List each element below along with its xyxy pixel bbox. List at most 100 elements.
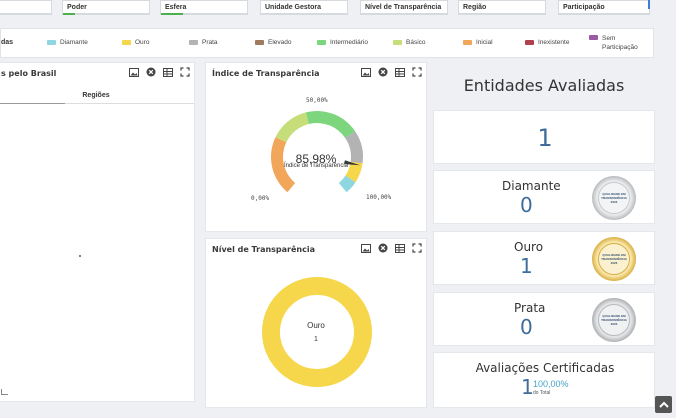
filter-nivel-transparencia[interactable]: Nível de Transparência: [360, 0, 448, 15]
filter-poder-label: Poder: [67, 4, 87, 11]
level-panel: Nível de Transparência Ouro 1: [205, 238, 427, 408]
card-certificadas-label: Avaliações Certificadas: [475, 361, 615, 375]
gauge-band-4: [345, 161, 363, 183]
gauge-needle: [344, 160, 361, 166]
card-diamante-value: 0: [520, 193, 533, 217]
filter-poder[interactable]: Poder: [62, 0, 150, 15]
card-ouro: Ouro 1 QUALIDADE EM TRANSPARÊNCIA 2023: [433, 231, 655, 285]
chevron-up-icon: [658, 401, 669, 408]
active-tab-indicator: [0, 103, 65, 104]
medal-text: QUALIDADE EM TRANSPARÊNCIA: [601, 314, 627, 322]
gauge-tick-max: 100,00%: [366, 194, 392, 201]
legend: das Diamante Ouro Prata Elevado Intermed…: [0, 28, 654, 58]
medal-silver-icon: QUALIDADE EM TRANSPARÊNCIA 2023: [592, 176, 636, 220]
entities-total-card: 1: [433, 110, 655, 164]
image-icon[interactable]: [361, 67, 371, 77]
legend-swatch: [317, 40, 326, 45]
level-donut-chart: [262, 277, 372, 387]
legend-item-diamante: Diamante: [47, 39, 88, 46]
legend-swatch: [463, 40, 472, 45]
gauge-panel-title: Índice de Transparência: [212, 69, 320, 78]
legend-item-basico: Básico: [393, 39, 426, 46]
card-ouro-value: 1: [520, 254, 533, 278]
legend-item-inexistente: Inexistente: [525, 39, 569, 46]
medal-year: 2023: [610, 322, 618, 326]
scroll-top-button[interactable]: [655, 396, 672, 413]
medal-text: QUALIDADE EM TRANSPARÊNCIA: [601, 253, 627, 261]
card-certificadas-percent: 100,00%: [533, 379, 569, 389]
table-icon[interactable]: [395, 67, 405, 77]
legend-swatch: [255, 40, 264, 45]
filter-bar: Poder Esfera Unidade Gestora Nível de Tr…: [0, 0, 676, 18]
filter-regiao[interactable]: Região: [458, 0, 546, 15]
filter-participacao[interactable]: Participação: [558, 0, 650, 15]
legend-swatch: [122, 40, 131, 45]
map-panel-title: s pelo Brasil: [1, 69, 57, 78]
close-icon[interactable]: [146, 67, 156, 77]
medal-year: 2023: [610, 261, 618, 265]
medal-silver2-icon: QUALIDADE EM TRANSPARÊNCIA 2023: [592, 298, 636, 342]
entities-title: Entidades Avaliadas: [463, 76, 625, 95]
filter-poder-indicator: [63, 13, 75, 15]
filter-unidade-gestora[interactable]: Unidade Gestora: [260, 0, 348, 15]
donut-slice-ouro[interactable]: [262, 277, 372, 387]
close-icon[interactable]: [378, 243, 388, 253]
gauge-value: 85,98%: [295, 152, 337, 166]
close-icon[interactable]: [378, 67, 388, 77]
filter-esfera[interactable]: Esfera: [160, 0, 248, 15]
filter-participacao-label: Participação: [563, 4, 605, 11]
card-prata-value: 0: [520, 315, 533, 339]
donut-center-value: 1: [314, 336, 318, 343]
medal-gold-icon: QUALIDADE EM TRANSPARÊNCIA 2023: [592, 237, 636, 281]
map-panel: s pelo Brasil Regiões: [0, 62, 195, 402]
legend-item-ouro: Ouro: [122, 39, 149, 46]
level-panel-title: Nível de Transparência: [212, 245, 315, 254]
filter-unidade-gestora-label: Unidade Gestora: [265, 4, 322, 11]
card-prata-label: Prata: [514, 301, 546, 315]
card-prata: Prata 0 QUALIDADE EM TRANSPARÊNCIA 2023: [433, 292, 655, 346]
image-icon[interactable]: [129, 67, 139, 77]
map-scale: [1, 389, 8, 395]
filter-esfera-label: Esfera: [165, 4, 187, 11]
legend-swatch: [189, 40, 198, 45]
fullscreen-icon[interactable]: [180, 67, 190, 77]
gauge-tick-mid: 50,00%: [306, 97, 328, 104]
gauge-band-1: [275, 112, 309, 143]
legend-swatch: [589, 35, 598, 40]
map-tabs: Regiões: [0, 88, 194, 104]
table-icon[interactable]: [395, 243, 405, 253]
legend-item-inicial: Inicial: [463, 39, 493, 46]
card-diamante: Diamante 0 QUALIDADE EM TRANSPARÊNCIA 202…: [433, 170, 655, 224]
fullscreen-icon[interactable]: [412, 67, 422, 77]
legend-swatch: [47, 40, 56, 45]
legend-item-prata: Prata: [189, 39, 218, 46]
legend-item-elevado: Elevado: [255, 39, 292, 46]
legend-title: das: [1, 39, 14, 46]
entities-total-value: 1: [537, 124, 553, 152]
filter-participacao-marker: [648, 0, 650, 9]
tab-regioes[interactable]: Regiões: [82, 92, 110, 99]
legend-item-intermediario: Intermediário: [317, 39, 368, 46]
donut-center-label: Ouro: [307, 321, 325, 330]
gauge-band-5: [338, 175, 356, 193]
fullscreen-icon[interactable]: [412, 243, 422, 253]
filter-search[interactable]: [0, 0, 52, 15]
gauge-band-0: [271, 137, 296, 193]
image-icon[interactable]: [361, 243, 371, 253]
card-certificadas: Avaliações Certificadas 1 100,00% do Tot…: [433, 352, 655, 408]
level-panel-toolbar: [361, 243, 422, 253]
gauge-chart: [271, 111, 363, 193]
legend-swatch: [525, 40, 534, 45]
medal-text: QUALIDADE EM TRANSPARÊNCIA: [601, 192, 627, 200]
gauge-panel: Índice de Transparência 50,00% 0,00% 100…: [205, 62, 427, 232]
card-certificadas-value: 1: [521, 375, 534, 399]
map-panel-toolbar: [129, 67, 190, 77]
card-ouro-label: Ouro: [514, 240, 544, 254]
filter-nivel-transparencia-label: Nível de Transparência: [365, 4, 442, 11]
gauge-band-3: [345, 131, 363, 164]
map-point[interactable]: [79, 255, 81, 257]
card-certificadas-percent-label: do Total: [533, 390, 551, 396]
card-diamante-label: Diamante: [502, 179, 561, 193]
table-icon[interactable]: [163, 67, 173, 77]
filter-regiao-label: Região: [463, 4, 487, 11]
